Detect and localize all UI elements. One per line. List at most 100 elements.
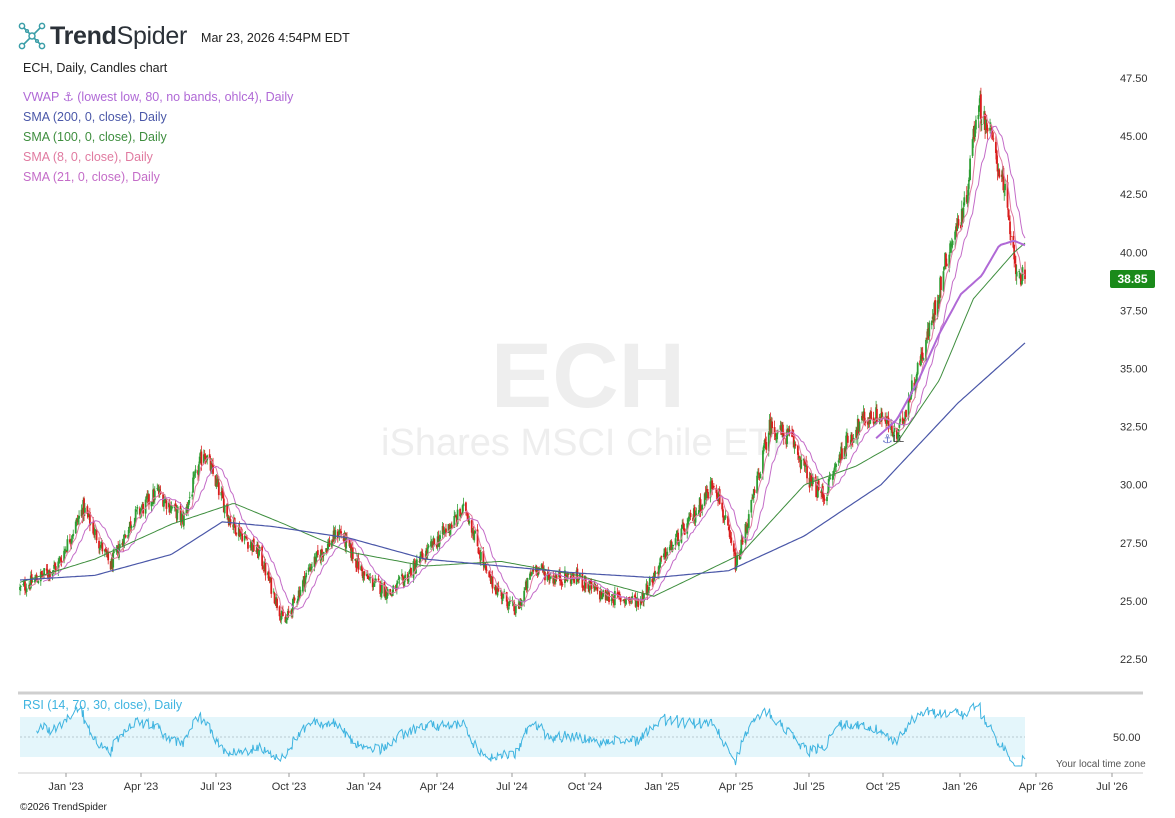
candle-body [1020,281,1023,284]
candle-body [1008,217,1011,220]
legend-vwap[interactable]: VWAP ⚓ (lowest low, 80, no bands, ohlc4)… [23,90,294,104]
candle-body [579,573,581,578]
candle-body [205,461,208,463]
candle-body [601,595,604,599]
candle-body [474,530,476,534]
candle-body [949,243,952,253]
candle-body [118,544,121,548]
candle-body [618,593,621,597]
candle-body [820,491,823,494]
legend-sma-21[interactable]: SMA (21, 0, close), Daily [23,170,160,184]
candle-body [608,592,610,603]
candle-body [163,501,165,507]
candle-body [506,601,509,609]
candle-body [870,411,872,420]
candle-body [348,538,351,547]
lowest-low-marker[interactable]: ⚓ LL [882,432,905,446]
candle-body [653,572,655,581]
watermark-name: iShares MSCI Chile ETF [381,422,795,464]
candle-body [980,124,983,125]
candle-body [701,505,704,510]
candle-body [770,420,773,437]
sma-200-line [19,342,1026,581]
last-price-label: 38.85 [1117,272,1147,286]
candle-body [796,445,799,455]
watermark: ECH iShares MSCI Chile ETF [381,325,795,464]
candle-body [31,580,34,582]
candle-body [1019,274,1022,285]
candle-body [648,586,650,594]
candle-body [811,477,814,485]
x-tick-label: Apr '24 [420,781,455,793]
candle-body [135,509,138,511]
candle-body [200,451,203,465]
candle-body [628,600,631,602]
candle-body [497,585,500,592]
candle-body [338,529,341,536]
candle-body [837,460,840,463]
x-tick-label: Oct '25 [866,781,901,793]
y-axis: 22.50 25.00 27.50 30.00 32.50 35.00 37.50 40.00… [1120,73,1148,666]
candle-body [514,604,517,614]
rsi-panel[interactable]: RSI (14, 70, 30, close), Daily 50.00 [20,698,1141,767]
candle-body [966,195,969,204]
y-tick-label: 27.50 [1120,538,1148,550]
candle-body [1002,167,1005,191]
candle-body [168,501,171,513]
candle-body [503,591,506,593]
candle-body [845,435,848,457]
candles [19,87,1026,625]
candle-body [482,551,485,566]
sma-8-line [29,114,1026,618]
y-tick-label: 32.50 [1120,422,1148,434]
x-tick-label: Jul '24 [496,781,527,793]
candle-body [666,551,669,558]
candle-body [792,434,795,448]
candle-body [401,575,404,578]
candle-body [747,514,750,528]
candle-body [373,583,376,587]
trendspider-logo[interactable]: TrendSpider [18,22,187,51]
legend-sma-200[interactable]: SMA (200, 0, close), Daily [23,110,167,124]
candle-body [227,516,229,518]
candle-body [596,586,599,592]
candle-body [191,494,194,497]
candle-body [489,575,491,577]
candle-body [543,570,546,572]
candle-body [757,473,760,475]
candle-body [505,592,508,602]
legend-sma-8[interactable]: SMA (8, 0, close), Daily [23,150,153,164]
candle-body [304,577,307,588]
candle-body [395,583,398,590]
candle-body [1009,221,1011,235]
candle-body [171,506,174,508]
candle-body [425,550,427,560]
candle-body [975,119,977,130]
candle-body [680,528,683,543]
candle-body [682,522,684,524]
candle-body [107,551,110,561]
candle-body [379,581,382,595]
candle-body [841,448,843,459]
candle-body [404,574,407,580]
last-price-badge: 38.85 [1110,270,1155,288]
candle-body [94,530,97,531]
legend-sma-100[interactable]: SMA (100, 0, close), Daily [23,130,167,144]
candle-body [43,568,46,575]
candle-body [530,572,533,576]
candle-body [430,541,432,547]
candle-body [180,513,183,523]
candle-body [476,529,479,547]
candle-body [858,421,861,432]
candle-body [368,578,371,580]
candle-body [1019,273,1021,275]
candle-body [686,523,689,534]
candle-body [136,506,139,509]
y-tick-label: 40.00 [1120,247,1148,259]
y-tick-label: 35.00 [1120,364,1148,376]
timezone-note: Your local time zone [1056,759,1146,770]
candle-body [331,540,334,542]
candle-body [133,525,135,527]
candle-body [222,491,224,499]
